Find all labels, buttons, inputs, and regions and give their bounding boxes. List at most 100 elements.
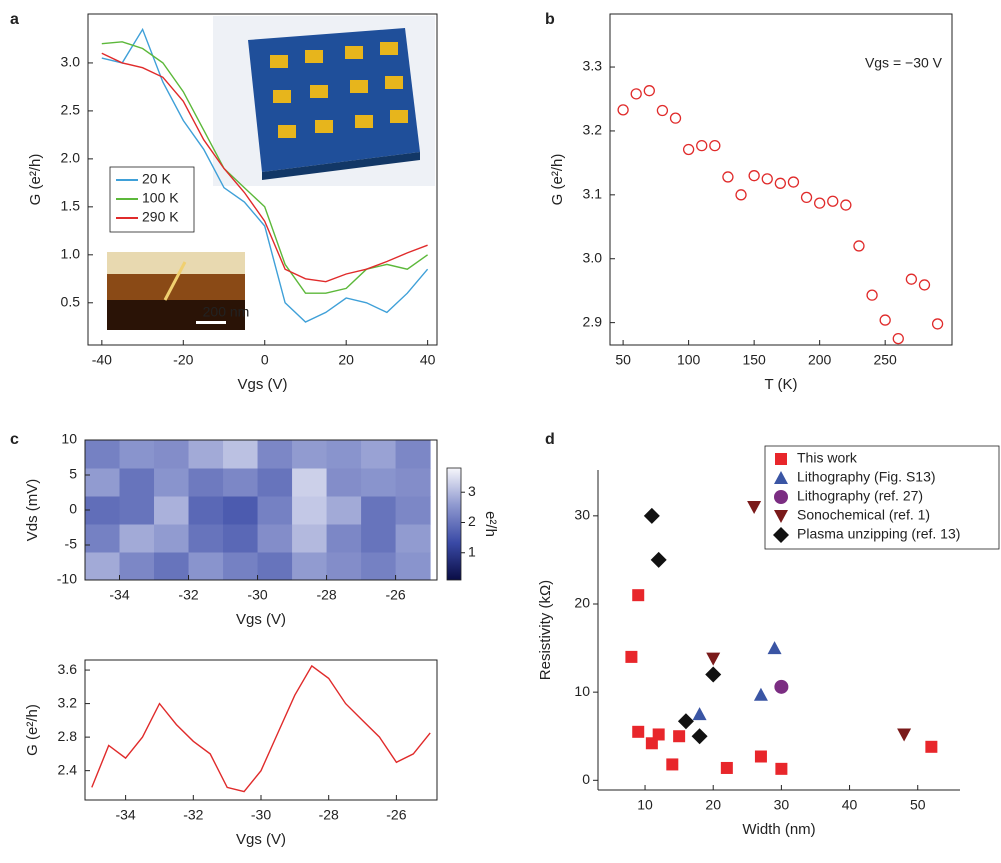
heat-cell (257, 468, 293, 497)
data-point (931, 318, 944, 330)
data-point (650, 551, 667, 568)
y-axis-label: G (e²/h) (27, 154, 44, 206)
data-point (925, 740, 938, 753)
legend-label: This work (797, 450, 858, 466)
heat-cell (292, 496, 328, 525)
heat-cell (223, 468, 259, 497)
plot-area (91, 664, 431, 793)
plot-area (85, 440, 431, 581)
heat-cell (223, 440, 259, 469)
heat-cell (395, 468, 431, 497)
data-point (617, 104, 629, 116)
heat-cell (119, 496, 155, 525)
y-tick-label: 2.9 (583, 313, 603, 329)
data-point (669, 112, 682, 124)
x-tick-label: -34 (109, 587, 129, 603)
y-axis-label: G (e²/h) (24, 704, 41, 756)
heat-cell (85, 468, 121, 497)
colorbar-label: e²/h (482, 511, 499, 537)
legend-marker (774, 471, 788, 484)
data-point (630, 88, 642, 100)
x-tick-label: -26 (385, 587, 405, 603)
x-axis-label: T (K) (764, 376, 797, 393)
legend-label: Lithography (Fig. S13) (797, 469, 936, 485)
y-tick-label: 0 (69, 501, 77, 517)
heat-cell (395, 440, 431, 469)
panel-letter: b (545, 11, 555, 28)
y-tick-label: 0 (582, 771, 590, 787)
heat-cell (292, 524, 328, 553)
y-tick-label: 3.2 (58, 694, 78, 710)
data-point (666, 758, 679, 771)
y-tick-label: 10 (574, 683, 590, 699)
x-tick-label: -32 (178, 587, 198, 603)
x-tick-label: 0 (261, 352, 269, 368)
device-inset (213, 16, 435, 186)
heat-cell (188, 468, 224, 497)
x-tick-label: -30 (247, 587, 267, 603)
colorbar-tick-label: 1 (468, 543, 476, 559)
data-point (656, 104, 669, 117)
x-tick-label: 20 (338, 352, 354, 368)
data-point (775, 762, 788, 775)
heat-cell (85, 524, 121, 553)
heat-cell (257, 552, 293, 581)
heat-cell (326, 524, 362, 553)
y-tick-label: 10 (61, 431, 77, 447)
heat-cell (154, 468, 190, 497)
legend-marker (773, 527, 789, 543)
y-tick-label: 20 (574, 595, 590, 611)
data-point (652, 728, 665, 741)
data-point (787, 176, 800, 188)
x-tick-label: -28 (319, 807, 339, 823)
legend-box (764, 445, 1000, 550)
y-tick-label: 5 (69, 466, 77, 482)
panel-letter: d (545, 431, 555, 448)
legend-label: Plasma unzipping (ref. 13) (797, 526, 960, 542)
legend-label: Lithography (ref. 27) (797, 488, 923, 504)
annotation: Vgs = −30 V (865, 55, 943, 71)
heat-cell (188, 496, 224, 525)
data-point (767, 641, 782, 655)
x-tick-label: 10 (637, 797, 653, 813)
heat-cell (223, 496, 259, 525)
data-line (91, 664, 431, 793)
data-line (101, 27, 429, 323)
heat-cell (188, 524, 224, 553)
y-tick-label: 2.0 (61, 150, 81, 166)
data-point (722, 171, 734, 183)
data-point (720, 761, 733, 774)
data-point (706, 652, 721, 666)
heat-cell (292, 468, 328, 497)
x-tick-label: 100 (677, 352, 701, 368)
heat-cell (119, 524, 155, 553)
colorbar (446, 467, 462, 581)
heat-cell (154, 552, 190, 581)
y-tick-label: 2.4 (58, 761, 78, 777)
y-tick-label: 3.2 (583, 122, 603, 138)
legend-marker (774, 490, 788, 504)
heat-cell (292, 552, 328, 581)
x-axis-label: Width (nm) (742, 821, 815, 838)
y-tick-label: 3.6 (58, 661, 78, 677)
x-tick-label: -20 (173, 352, 193, 368)
data-point (774, 679, 789, 694)
y-tick-label: 30 (574, 507, 590, 523)
heat-cell (188, 440, 224, 469)
axis-frame (609, 13, 953, 346)
x-axis-label: Vgs (V) (236, 611, 286, 628)
data-point (673, 730, 686, 743)
x-tick-label: -30 (251, 807, 271, 823)
heat-cell (257, 524, 293, 553)
heat-cell (361, 496, 397, 525)
x-axis-label: Vgs (V) (236, 831, 286, 848)
data-point (840, 199, 852, 211)
data-point (692, 707, 707, 721)
heat-cell (119, 552, 155, 581)
data-point (753, 687, 768, 701)
heat-cell (361, 468, 397, 497)
data-point (879, 314, 891, 326)
legend-label: 100 K (142, 190, 179, 206)
heat-cell (395, 524, 431, 553)
